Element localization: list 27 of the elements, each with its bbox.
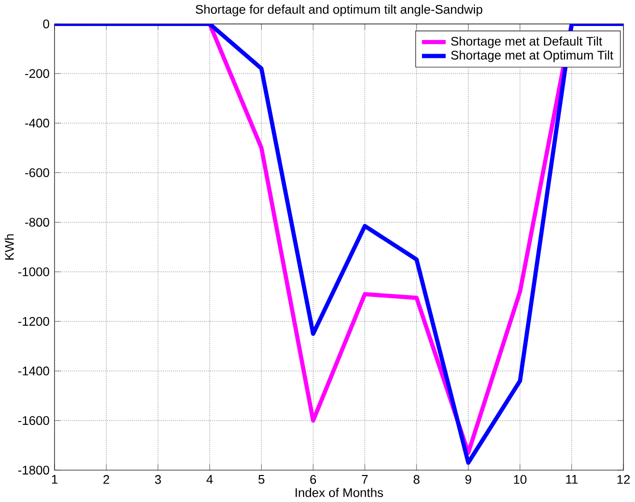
x-tick-label: 10: [514, 475, 526, 484]
y-tick-label: -1800: [18, 466, 50, 475]
y-axis-title: KWh: [4, 234, 14, 260]
x-tick-label: 3: [154, 475, 161, 484]
x-tick-label: 9: [465, 475, 472, 484]
x-tick-label: 4: [206, 475, 213, 484]
x-tick-label: 6: [310, 475, 316, 484]
legend-label: Shortage met at Optimum Tilt: [451, 50, 614, 62]
x-tick-label: 2: [103, 475, 110, 484]
x-tick-label: 7: [362, 475, 368, 484]
y-tick-label: -1600: [18, 416, 50, 426]
x-tick-label: 11: [566, 475, 578, 484]
y-tick-label: -1400: [18, 366, 50, 376]
x-tick-label: 1: [52, 475, 58, 484]
x-tick-label: 8: [414, 475, 420, 484]
x-tick-label: 12: [617, 475, 630, 484]
x-axis-title: Index of Months: [296, 488, 383, 498]
y-tick-label: -600: [25, 168, 50, 178]
x-tick-label: 5: [258, 475, 264, 484]
y-tick-label: 0: [43, 20, 50, 29]
y-tick-label: -1000: [18, 268, 50, 276]
y-tick-label: -400: [25, 118, 50, 128]
chart-title: Shortage for default and optimum tilt angle-Sandwip: [196, 4, 482, 16]
y-tick-label: -200: [25, 69, 50, 78]
legend-label: Shortage met at Default Tilt: [451, 36, 602, 48]
y-tick-label: -800: [25, 218, 50, 227]
y-tick-label: -1200: [18, 317, 50, 326]
